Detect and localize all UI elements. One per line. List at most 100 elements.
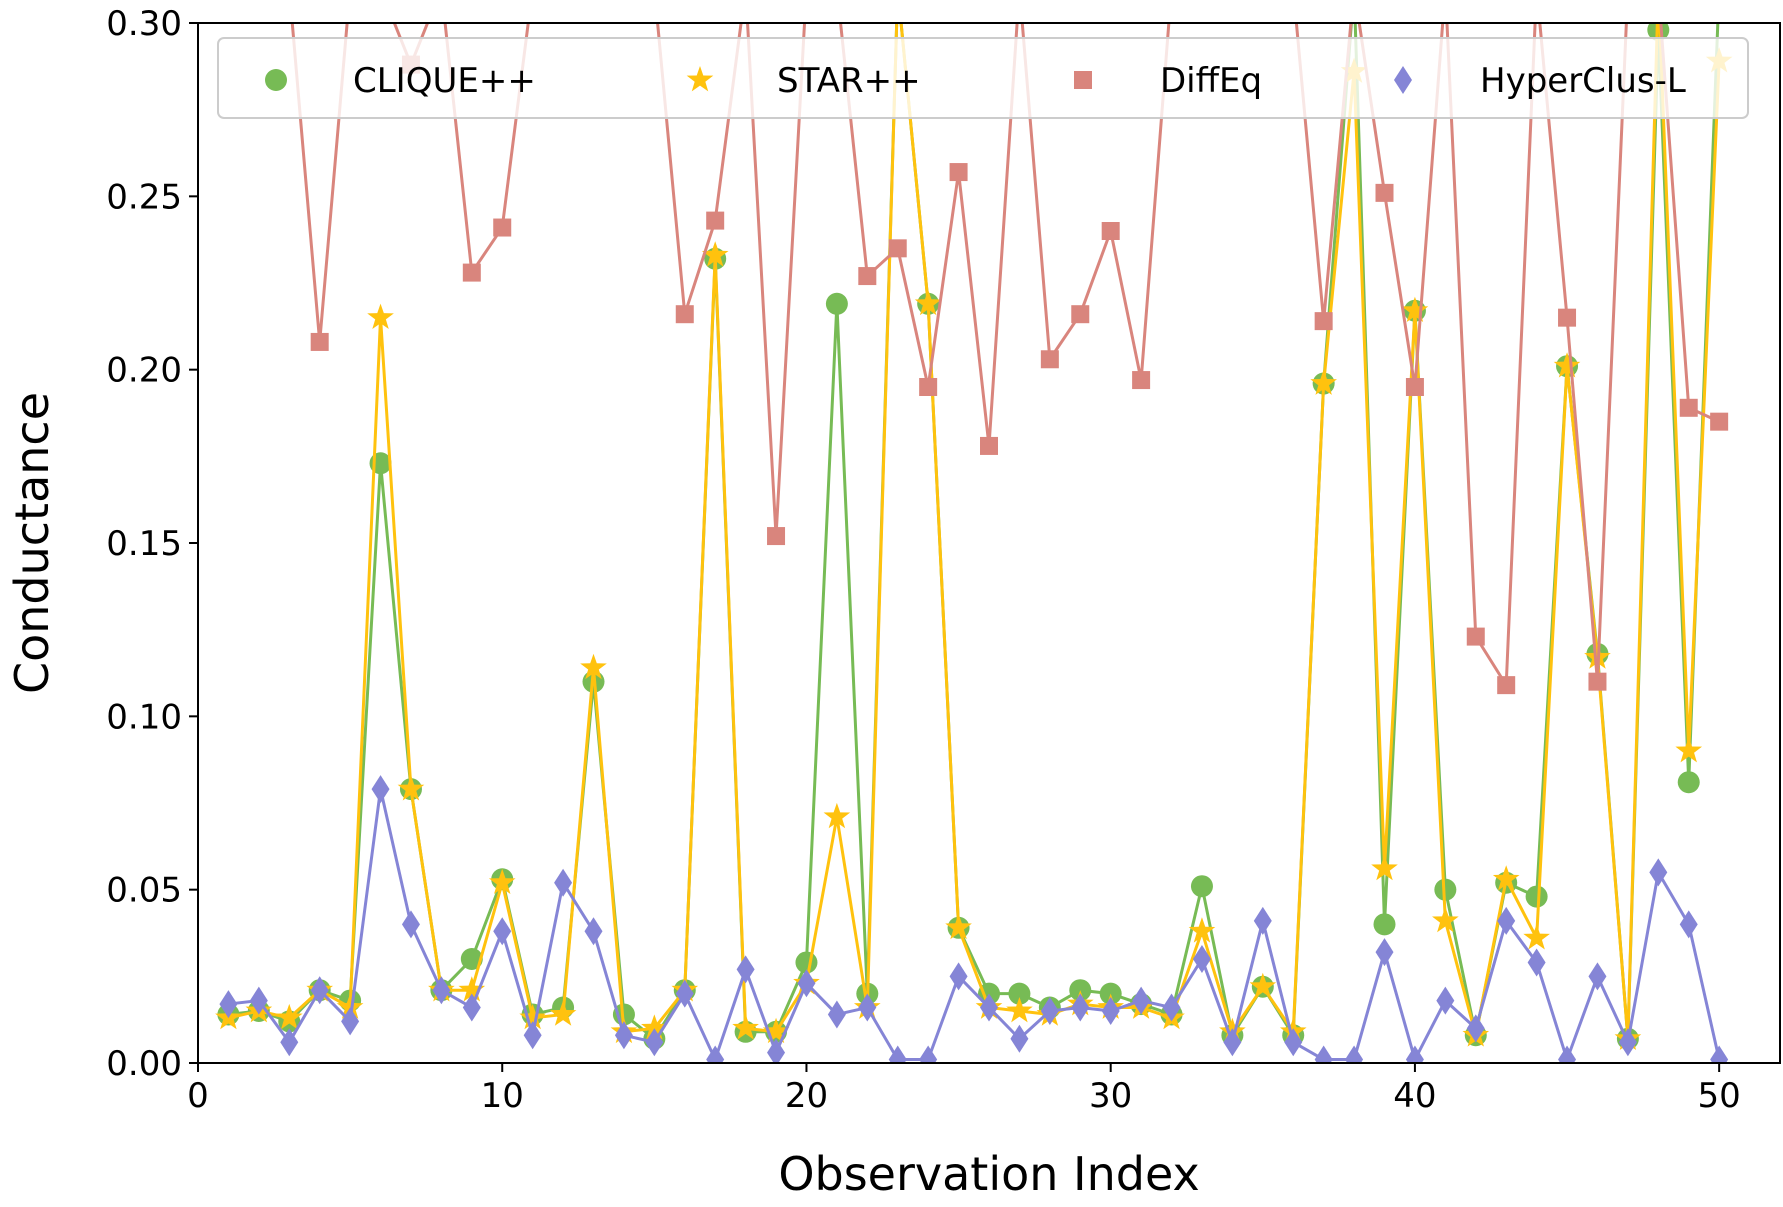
data-point-hyperclus-l <box>249 986 268 1015</box>
data-point-hyperclus-l <box>310 976 329 1005</box>
data-point-hyperclus-l <box>432 976 451 1005</box>
data-point-hyperclus-l <box>736 955 755 984</box>
data-point-diffeq <box>980 436 998 455</box>
series-hyperclus-l <box>219 775 1729 1063</box>
data-point-hyperclus-l <box>219 990 238 1019</box>
data-point-hyperclus-l <box>584 917 603 946</box>
data-point-star <box>549 1000 577 1026</box>
data-point-hyperclus-l <box>1253 906 1272 935</box>
y-tick-label: 0.15 <box>106 524 182 564</box>
data-point-hyperclus-l <box>827 1000 846 1029</box>
data-point-diffeq <box>1558 308 1577 327</box>
legend-label-diffeq: DiffEq <box>1160 61 1262 101</box>
data-point-clique <box>1434 878 1457 901</box>
data-point-diffeq <box>1497 676 1516 695</box>
data-point-diffeq <box>1710 412 1729 431</box>
legend-box <box>217 37 1749 119</box>
data-point-star <box>275 1003 303 1030</box>
data-point-star <box>1523 924 1550 950</box>
data-point-hyperclus-l <box>371 775 390 804</box>
data-point-diffeq <box>858 267 877 286</box>
data-point-star <box>1492 865 1520 891</box>
data-point-hyperclus-l <box>1314 1045 1333 1063</box>
data-point-hyperclus-l <box>1497 906 1516 935</box>
data-point-star <box>1188 917 1216 943</box>
data-point-hyperclus-l <box>1010 1024 1029 1053</box>
data-point-star <box>458 976 486 1002</box>
data-point-hyperclus-l <box>1223 1028 1242 1057</box>
data-point-star <box>762 1017 790 1044</box>
x-tick-label: 30 <box>1089 1076 1132 1116</box>
data-point-hyperclus-l <box>949 962 968 991</box>
y-tick-label: 0.00 <box>106 1044 182 1084</box>
data-point-diffeq <box>1040 350 1059 369</box>
x-tick-label: 40 <box>1393 1076 1436 1116</box>
legend-label-hyperclus-l: HyperClus-L <box>1480 61 1686 101</box>
data-point-star <box>823 802 851 829</box>
data-point-hyperclus-l <box>1527 948 1546 977</box>
x-axis-title: Observation Index <box>778 1147 1199 1201</box>
data-point-star <box>580 653 607 680</box>
data-point-hyperclus-l <box>706 1045 725 1063</box>
data-point-hyperclus-l <box>554 868 573 897</box>
y-tick-label: 0.10 <box>106 697 182 737</box>
data-point-star <box>397 775 425 801</box>
data-point-hyperclus-l <box>1071 993 1090 1022</box>
data-point-star <box>1553 352 1581 378</box>
x-tick-label: 10 <box>481 1076 524 1116</box>
data-point-diffeq <box>310 332 329 351</box>
data-point-hyperclus-l <box>1345 1045 1364 1063</box>
data-point-hyperclus-l <box>1375 938 1394 967</box>
data-point-hyperclus-l <box>1710 1045 1729 1063</box>
data-point-diffeq <box>462 263 481 282</box>
legend: CLIQUE++ STAR++ DiffEq HyperClus-L <box>217 37 1749 119</box>
data-point-hyperclus-l <box>767 1038 786 1063</box>
x-tick-label: 0 <box>187 1076 209 1116</box>
data-point-hyperclus-l <box>888 1045 907 1063</box>
series-line-star <box>228 23 1721 1041</box>
data-point-diffeq <box>919 378 938 396</box>
data-point-diffeq <box>1101 222 1120 240</box>
legend-marker-diffeq <box>1074 71 1092 89</box>
data-point-hyperclus-l <box>797 969 816 998</box>
data-point-diffeq <box>767 527 786 546</box>
data-point-star <box>336 993 364 1019</box>
data-point-hyperclus-l <box>1405 1045 1424 1063</box>
y-tick-label: 0.05 <box>106 871 182 911</box>
data-point-hyperclus-l <box>280 1028 299 1057</box>
data-point-hyperclus-l <box>523 1021 542 1050</box>
data-point-diffeq <box>1314 312 1333 331</box>
y-tick-label: 0.25 <box>106 177 182 217</box>
data-point-star <box>367 303 394 329</box>
data-point-diffeq <box>1071 305 1090 324</box>
data-point-clique <box>460 948 483 970</box>
data-point-hyperclus-l <box>1618 1028 1637 1057</box>
data-point-star <box>519 1003 546 1030</box>
data-point-star <box>1249 972 1277 999</box>
data-point-hyperclus-l <box>341 1007 360 1036</box>
data-point-hyperclus-l <box>1588 962 1607 991</box>
data-point-hyperclus-l <box>1101 997 1120 1025</box>
legend-marker-clique <box>265 69 287 91</box>
data-point-star <box>641 1014 668 1040</box>
data-point-star <box>488 868 516 895</box>
x-axis: 0 10 20 30 40 50 <box>187 1063 1741 1116</box>
data-point-diffeq <box>1466 627 1485 646</box>
y-tick-label: 0.30 <box>106 4 182 44</box>
data-point-diffeq <box>675 305 694 324</box>
data-point-diffeq <box>1588 672 1607 691</box>
data-point-hyperclus-l <box>401 910 420 939</box>
data-point-hyperclus-l <box>1649 858 1668 887</box>
legend-label-clique: CLIQUE++ <box>353 61 536 101</box>
data-point-hyperclus-l <box>1192 945 1211 973</box>
data-point-hyperclus-l <box>1558 1045 1577 1063</box>
data-point-star <box>732 1014 759 1040</box>
data-point-clique <box>1677 771 1700 794</box>
data-point-star <box>1310 369 1337 395</box>
data-point-diffeq <box>1405 378 1424 396</box>
series-diffeq <box>290 23 1729 695</box>
data-point-hyperclus-l <box>614 1021 633 1050</box>
data-point-clique <box>825 292 848 315</box>
data-point-hyperclus-l <box>1162 993 1181 1022</box>
data-point-diffeq <box>888 239 907 258</box>
